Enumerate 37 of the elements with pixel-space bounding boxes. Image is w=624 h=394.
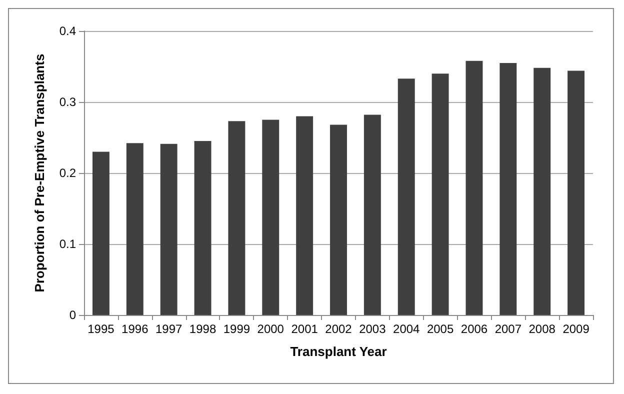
y-tick-label: 0.3 <box>59 95 76 109</box>
bar <box>398 78 415 315</box>
bar <box>296 116 314 315</box>
y-tick-label: 0.1 <box>59 237 76 251</box>
bar <box>364 114 381 315</box>
x-tick-label: 2006 <box>460 322 488 336</box>
bar <box>126 143 144 315</box>
y-tick-label: 0.2 <box>59 166 76 180</box>
bar <box>432 74 449 315</box>
x-tick-label: 2007 <box>494 322 522 336</box>
x-tick-label: 2005 <box>426 322 454 336</box>
x-tick-label: 2008 <box>528 322 556 336</box>
x-tick-label: 1998 <box>189 322 216 336</box>
x-tick-label: 2001 <box>291 322 318 336</box>
bar <box>194 141 212 315</box>
x-tick-label: 1999 <box>223 322 250 336</box>
bar <box>92 152 110 315</box>
bar <box>330 124 347 315</box>
y-axis-title: Proportion of Pre-Emptive Transplants <box>32 54 47 292</box>
bar <box>466 60 483 315</box>
x-axis-title: Transplant Year <box>290 344 387 359</box>
bar <box>534 68 551 315</box>
bar <box>568 70 585 315</box>
bar <box>160 144 178 315</box>
x-tick-label: 2002 <box>325 322 352 336</box>
bar <box>500 62 517 315</box>
x-tick-label: 2003 <box>359 322 386 336</box>
x-tick-label: 2000 <box>257 322 284 336</box>
x-tick-label: 1996 <box>122 322 149 336</box>
x-tick-label: 1997 <box>155 322 183 336</box>
y-tick-label: 0 <box>69 308 76 322</box>
bar <box>262 120 280 315</box>
x-tick-label: 1995 <box>88 322 115 336</box>
bar <box>228 121 246 315</box>
y-tick-label: 0.4 <box>59 24 76 38</box>
x-tick-label: 2009 <box>562 322 590 336</box>
x-tick-label: 2004 <box>393 322 420 336</box>
